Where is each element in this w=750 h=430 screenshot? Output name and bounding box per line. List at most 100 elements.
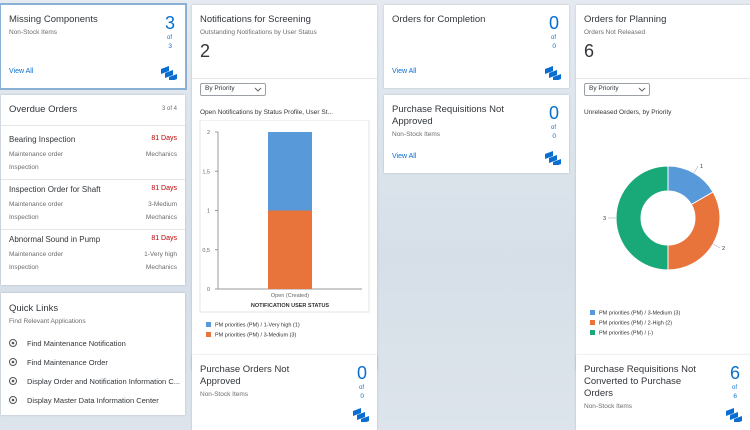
card-title: Orders for Planning: [584, 14, 667, 25]
bar-segment: [268, 132, 312, 211]
icon-shape: [549, 155, 557, 163]
y-tick-label: 0: [207, 287, 210, 293]
card[interactable]: Missing Components Non-Stock Items 3 of 3 Vie…: [0, 3, 187, 90]
chart-title: Unreleased Orders, by Priority: [584, 109, 672, 116]
view-all-link[interactable]: View All: [9, 68, 34, 75]
link-icon: [9, 396, 17, 404]
icon-shape: [353, 408, 361, 416]
view-all-link[interactable]: View All: [392, 68, 417, 75]
dropdown-chevron: [254, 87, 262, 92]
separator: [576, 78, 750, 79]
y-tick-label: 2: [207, 130, 210, 136]
item-attribute: Mechanics: [145, 264, 177, 271]
icon-shape: [361, 416, 369, 422]
filter-dropdown[interactable]: By Priority: [200, 83, 266, 96]
link-icon: [9, 377, 17, 385]
kpi-value: 0: [356, 363, 367, 383]
card-subtitle: Non-Stock Items: [200, 391, 249, 398]
item-title[interactable]: Abnormal Sound in Pump: [9, 235, 101, 244]
chart-title: Open Notifications by Status Profile, Us…: [200, 109, 333, 116]
card[interactable]: Overdue Orders 3 of 4 Bearing Inspection 81…: [1, 95, 185, 285]
kpi-value: 2: [200, 41, 211, 61]
label-leader: [693, 165, 699, 174]
item-count: 3 of 4: [161, 106, 177, 112]
legend-swatch: [206, 322, 211, 327]
card[interactable]: Orders for Completion 0 of 0 View All: [384, 5, 569, 88]
icon-shape: [734, 416, 742, 422]
kpi-of: of: [166, 35, 172, 41]
icon-shape: [169, 74, 177, 80]
card-title: Orders for Completion: [392, 14, 486, 25]
x-axis-title: NOTIFICATION USER STATUS: [251, 303, 330, 309]
chevron-shape: [638, 87, 646, 92]
item-title[interactable]: Inspection Order for Shaft: [9, 185, 101, 194]
chart: 1 2 3 PM priorities (PM) / 3-Medium (3) PM p…: [590, 164, 725, 337]
item-attribute: 1-Very high: [144, 251, 177, 258]
app-icon: [545, 151, 561, 165]
view-all-link[interactable]: View All: [392, 153, 417, 160]
kpi-of: of: [550, 35, 556, 41]
chevron-shape: [254, 87, 262, 92]
bar-segment: [268, 210, 312, 289]
card-title: Notifications for Screening: [200, 14, 311, 25]
icon-shape: [730, 412, 738, 420]
data-label: 3: [603, 216, 606, 222]
icon-shape: [11, 360, 15, 364]
app-icon: [161, 66, 177, 80]
kpi-total: 0: [552, 43, 556, 50]
quick-link[interactable]: Find Maintenance Order: [27, 358, 108, 367]
quick-link[interactable]: Display Order and Notification Informati…: [27, 377, 180, 386]
legend-label: PM priorities (PM) / 3-Medium (3): [599, 311, 680, 317]
kpi-of: of: [550, 125, 556, 131]
icon-shape: [165, 70, 173, 78]
filter-dropdown[interactable]: By Priority: [584, 83, 650, 96]
icon-shape: [357, 412, 365, 420]
quick-link[interactable]: Find Maintenance Notification: [27, 339, 126, 348]
quick-link[interactable]: Display Master Data Information Center: [27, 396, 159, 405]
app-icon: [353, 408, 369, 422]
item-status: 81 Days: [151, 235, 177, 242]
icon-shape: [9, 358, 17, 366]
legend-swatch: [206, 332, 211, 337]
card[interactable]: Orders for Planning Orders Not Released 6 B…: [576, 5, 750, 370]
plot-frame: [199, 120, 370, 313]
icon-shape: [549, 70, 557, 78]
icon-shape: [11, 398, 15, 402]
card[interactable]: Purchase Requisitions Not Converted to P…: [576, 355, 750, 430]
kpi-of: of: [358, 385, 364, 391]
card[interactable]: Purchase Requisitions Not Approved Non-St…: [384, 95, 569, 173]
icon-shape: [9, 377, 17, 385]
item-attribute: Maintenance order: [9, 251, 64, 258]
card-title: Purchase Requisitions Not Converted to P…: [584, 364, 696, 399]
legend-swatch: [590, 310, 595, 315]
separator: [192, 78, 377, 79]
filter-label: By Priority: [589, 85, 619, 92]
app-icon: [726, 408, 742, 422]
icon-shape: [553, 74, 561, 80]
card-title: Quick Links: [9, 303, 59, 314]
kpi-total: 6: [733, 393, 737, 400]
item-attribute: Mechanics: [145, 214, 177, 221]
chart: 0 0,5 1 1,5 2 Open (Created) NOTIFICATION USER…: [199, 120, 370, 339]
kpi-total: 0: [360, 393, 364, 400]
item-attribute: Inspection: [9, 164, 39, 171]
card[interactable]: Quick Links Find Relevant Applications Fin…: [1, 293, 185, 415]
card-title: Purchase Orders Not Approved: [200, 364, 290, 387]
card[interactable]: Purchase Orders Not Approved Non-Stock It…: [192, 355, 377, 430]
icon-shape: [726, 408, 734, 416]
x-tick-label: Open (Created): [271, 293, 309, 299]
icon-shape: [161, 66, 169, 74]
item-title[interactable]: Bearing Inspection: [9, 135, 76, 144]
filter-label: By Priority: [205, 85, 235, 92]
icon-shape: [545, 151, 553, 159]
item-attribute: Mechanics: [145, 151, 177, 158]
dropdown-chevron: [638, 87, 646, 92]
kpi-total: 0: [552, 133, 556, 140]
item-attribute: Maintenance order: [9, 151, 64, 158]
kpi-value: 0: [548, 103, 559, 123]
icon-shape: [11, 341, 15, 345]
card-title: Purchase Requisitions Not Approved: [392, 104, 504, 127]
separator: [1, 179, 185, 180]
card[interactable]: Notifications for Screening Outstanding N…: [192, 5, 377, 370]
